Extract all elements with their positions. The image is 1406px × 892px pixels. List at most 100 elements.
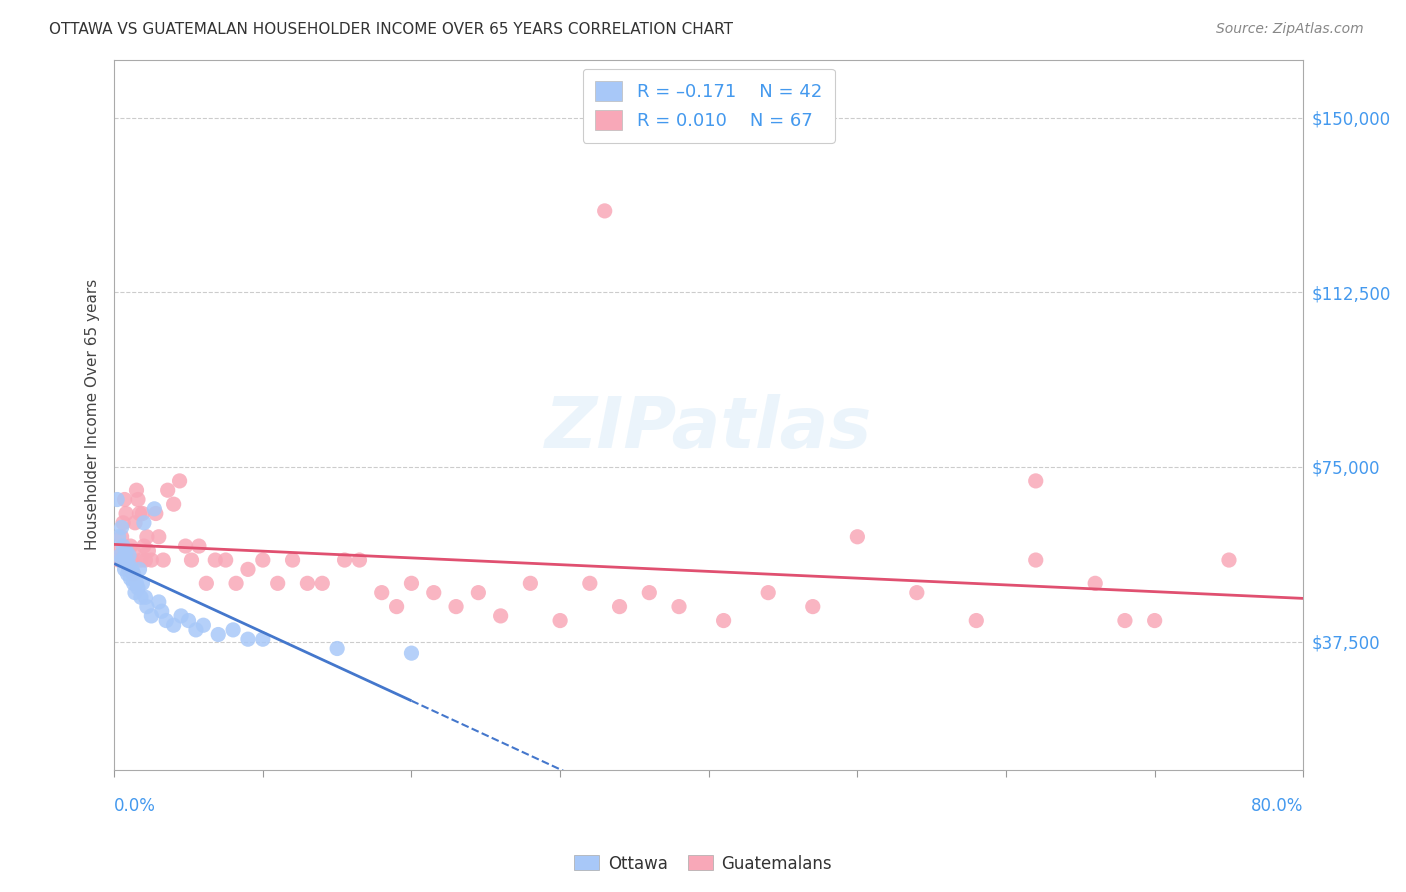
Point (156, 483, 179, 498)
Point (115, 553, 138, 567)
Point (127, 581, 149, 595)
Text: OTTAWA VS GUATEMALAN HOUSEHOLDER INCOME OVER 65 YEARS CORRELATION CHART: OTTAWA VS GUATEMALAN HOUSEHOLDER INCOME … (49, 22, 733, 37)
Point (134, 553, 156, 567)
Point (108, 549, 131, 563)
Point (163, 618, 186, 632)
Point (150, 604, 173, 618)
Point (184, 623, 207, 637)
Point (131, 507, 153, 521)
Point (141, 608, 163, 623)
Text: ZIPatlas: ZIPatlas (546, 394, 873, 463)
Point (195, 576, 218, 591)
Point (128, 507, 150, 521)
Point (519, 576, 541, 591)
Point (114, 549, 136, 563)
Point (548, 614, 571, 628)
Point (127, 492, 149, 507)
Point (117, 553, 139, 567)
Point (143, 501, 166, 516)
Point (122, 543, 145, 558)
Point (118, 562, 141, 576)
Point (124, 516, 146, 530)
Point (756, 585, 779, 599)
Point (138, 543, 160, 558)
Point (638, 585, 661, 599)
Point (371, 585, 394, 599)
Point (107, 553, 129, 567)
Point (135, 530, 157, 544)
Point (163, 497, 186, 511)
Point (111, 553, 134, 567)
Point (115, 543, 138, 558)
Point (267, 576, 290, 591)
Point (120, 572, 142, 586)
Point (121, 562, 143, 576)
Point (1025, 474, 1047, 488)
Point (187, 539, 209, 553)
Point (148, 530, 170, 544)
Point (252, 553, 274, 567)
Point (145, 507, 167, 521)
Point (148, 595, 170, 609)
Point (236, 632, 259, 647)
Point (297, 576, 319, 591)
Point (125, 483, 148, 498)
Point (193, 618, 215, 632)
Point (467, 585, 489, 599)
Point (112, 516, 135, 530)
Point (385, 599, 408, 614)
Point (124, 585, 146, 599)
Point (141, 553, 163, 567)
Text: 0.0%: 0.0% (114, 797, 156, 815)
Point (801, 599, 824, 614)
Point (111, 530, 134, 544)
Point (326, 641, 349, 656)
Point (111, 520, 134, 534)
Point (129, 591, 152, 605)
Point (1143, 614, 1166, 628)
Point (225, 576, 247, 591)
Point (1114, 614, 1136, 628)
Point (118, 558, 141, 572)
Point (215, 553, 238, 567)
Point (713, 614, 735, 628)
Point (174, 539, 197, 553)
Text: Source: ZipAtlas.com: Source: ZipAtlas.com (1216, 22, 1364, 37)
Point (105, 492, 128, 507)
Point (593, 203, 616, 218)
Point (180, 553, 202, 567)
Point (115, 507, 138, 521)
Point (349, 553, 371, 567)
Point (155, 614, 177, 628)
Point (117, 567, 139, 582)
Point (281, 553, 304, 567)
Point (1218, 553, 1240, 567)
Point (423, 585, 446, 599)
Point (132, 516, 155, 530)
Point (846, 530, 869, 544)
Point (489, 608, 512, 623)
Point (131, 576, 153, 591)
Point (125, 576, 148, 591)
Point (609, 599, 631, 614)
Point (122, 567, 145, 582)
Point (134, 591, 156, 605)
Point (107, 530, 129, 544)
Point (122, 567, 145, 582)
Point (222, 623, 245, 637)
Point (118, 549, 141, 563)
Point (579, 576, 602, 591)
Point (132, 539, 155, 553)
Point (112, 539, 135, 553)
Point (152, 553, 174, 567)
Point (170, 608, 193, 623)
Point (1025, 553, 1047, 567)
Point (236, 562, 259, 576)
Legend: R = –0.171    N = 42, R = 0.010    N = 67: R = –0.171 N = 42, R = 0.010 N = 67 (582, 69, 835, 143)
Point (333, 553, 356, 567)
Point (401, 576, 423, 591)
Point (252, 632, 274, 647)
Y-axis label: Householder Income Over 65 years: Householder Income Over 65 years (86, 279, 100, 550)
Point (120, 539, 142, 553)
Point (122, 576, 145, 591)
